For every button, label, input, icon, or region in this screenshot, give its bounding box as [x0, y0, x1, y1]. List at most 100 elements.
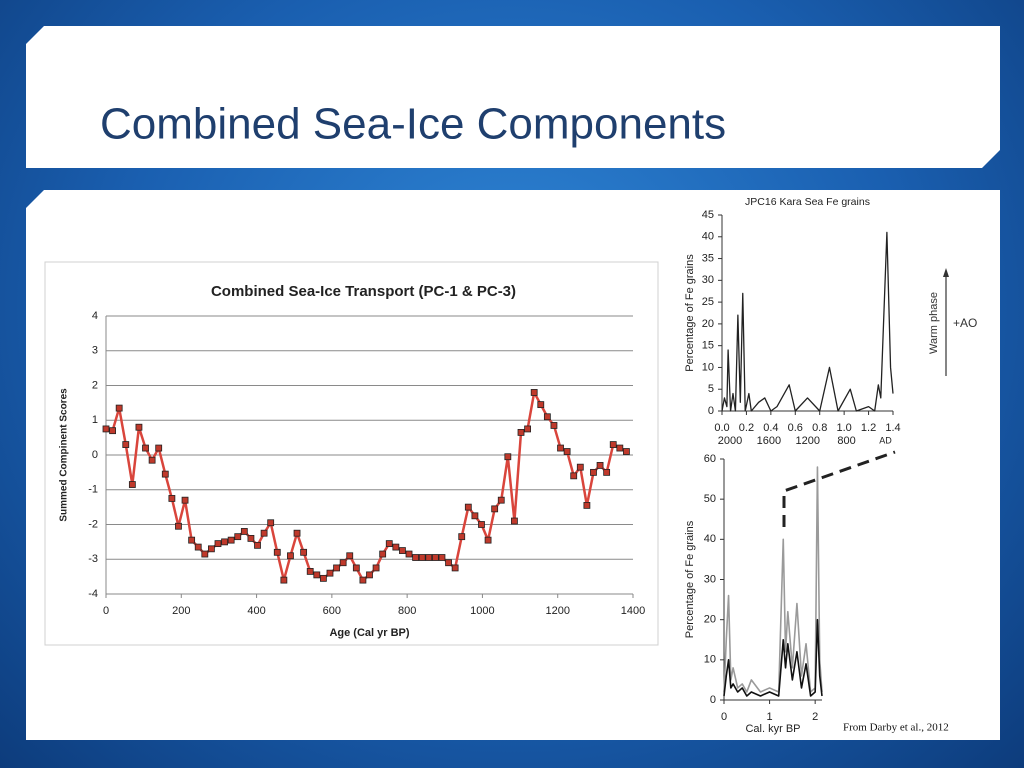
data-point: [458, 533, 466, 541]
y-axis-label: Percentage of Fe grains: [684, 520, 696, 638]
x-tick-label: 1000: [470, 605, 494, 617]
data-point: [412, 554, 420, 561]
y-tick-label: -2: [88, 518, 98, 530]
data-line: [721, 231, 894, 412]
x-tick-label: 1: [767, 711, 773, 723]
chart-title: JPC16 Kara Sea Fe grains: [745, 196, 870, 208]
data-point: [221, 538, 228, 546]
y-tick-label: 10: [704, 654, 716, 666]
x-tick-label: 600: [323, 605, 341, 617]
data-point: [313, 571, 321, 579]
x-tick-label: 400: [247, 605, 265, 617]
x-tick-label: 0.0: [714, 422, 729, 434]
y-tick-label: 25: [702, 296, 714, 308]
y-tick-label: 40: [702, 231, 714, 243]
y-tick-label: 35: [702, 252, 714, 264]
x-tick-label: 200: [172, 605, 190, 617]
x-axis-label: Cal. kyr BP: [745, 723, 800, 735]
data-point: [273, 548, 281, 556]
credit: From Darby et al., 2012: [843, 722, 949, 734]
y-tick-label: -3: [88, 553, 98, 565]
x-tick-label: 0: [721, 711, 727, 723]
y-tick-label: 30: [702, 274, 714, 286]
data-point: [161, 470, 169, 478]
x-tick-label: 1400: [621, 605, 645, 617]
data-point: [142, 444, 149, 452]
title-panel: [26, 26, 1000, 168]
y-tick-label: 20: [702, 318, 714, 330]
y-tick-label: 4: [92, 310, 98, 322]
data-point: [517, 429, 525, 436]
data-point: [385, 540, 393, 548]
data-point: [484, 536, 492, 544]
data-point: [359, 576, 367, 584]
data-point: [550, 422, 558, 429]
y-tick-label: 50: [704, 493, 716, 505]
y-tick-label: 5: [708, 383, 714, 395]
data-point: [122, 441, 130, 448]
data-point: [570, 472, 578, 480]
y-axis-label: Summed Compinent Scores: [59, 388, 70, 522]
x-tick-label: 2: [812, 711, 818, 723]
data-point: [168, 495, 176, 502]
data-point: [366, 571, 373, 579]
data-point: [623, 448, 630, 455]
x-tick-label: 1.4: [885, 422, 900, 434]
data-point: [109, 427, 116, 435]
data-point: [319, 574, 327, 582]
data-point: [333, 564, 340, 572]
secondary-x-label: 1600: [757, 435, 781, 447]
y-tick-label: 3: [92, 345, 98, 357]
x-tick-label: 0.2: [739, 422, 754, 434]
annotation: +AO: [953, 316, 977, 330]
data-point: [471, 512, 479, 520]
secondary-x-label: 2000: [718, 435, 742, 447]
y-tick-label: 2: [92, 379, 98, 391]
data-point: [431, 554, 439, 561]
data-point: [280, 576, 288, 584]
y-tick-label: -4: [88, 588, 98, 600]
x-tick-label: 800: [398, 605, 416, 617]
data-point: [524, 425, 531, 433]
data-point: [254, 541, 261, 549]
data-point: [616, 444, 624, 452]
data-point: [609, 441, 617, 448]
data-point: [287, 552, 294, 560]
x-tick-label: 1200: [545, 605, 569, 617]
x-axis-label: Age (Cal yr BP): [329, 627, 409, 639]
data-point: [214, 540, 222, 548]
data-point: [504, 453, 512, 461]
data-point: [464, 503, 472, 511]
y-axis-label: Percentage of Fe grains: [684, 254, 696, 372]
secondary-x-label: 1200: [795, 435, 819, 447]
data-point: [352, 564, 360, 572]
y-tick-label: 20: [704, 614, 716, 626]
x-tick-label: 1.2: [861, 422, 876, 434]
arrow-head: [943, 268, 949, 277]
chart-title: Combined Sea-Ice Transport (PC-1 & PC-3): [211, 283, 516, 300]
data-point: [135, 423, 143, 431]
y-tick-label: 40: [704, 533, 716, 545]
data-point: [596, 462, 604, 469]
data-point: [300, 548, 308, 556]
y-tick-label: 30: [704, 573, 716, 585]
data-point: [530, 389, 538, 396]
data-point: [497, 496, 505, 504]
annotation: Warm phase: [928, 292, 940, 354]
data-point: [102, 425, 110, 433]
y-tick-label: -1: [88, 484, 98, 496]
data-point: [438, 554, 446, 561]
data-point: [240, 528, 248, 535]
y-tick-label: 0: [710, 694, 716, 706]
data-point: [201, 550, 209, 558]
data-point: [155, 444, 163, 452]
data-point: [583, 501, 591, 509]
data-point: [603, 468, 611, 476]
data-point: [576, 463, 584, 471]
data-point: [537, 401, 545, 409]
x-tick-label: 0.4: [763, 422, 778, 434]
data-point: [445, 559, 452, 567]
data-point: [194, 543, 202, 551]
data-point: [181, 496, 189, 504]
